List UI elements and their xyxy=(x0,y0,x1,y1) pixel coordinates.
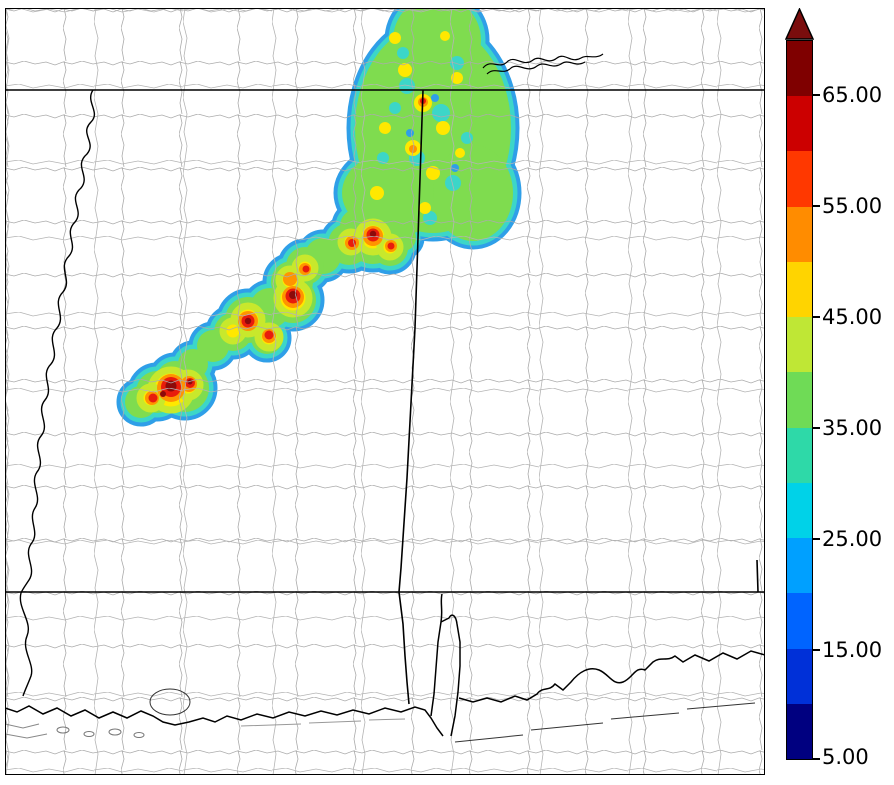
coastal-islands xyxy=(56,726,145,738)
colorbar-tick-label: 65.00 xyxy=(822,83,883,107)
colorbar-extend-arrow xyxy=(785,8,814,40)
state-boundaries xyxy=(5,89,765,705)
colorbar-segment xyxy=(787,261,812,318)
mississippi-river xyxy=(19,89,96,697)
colorbar-tick-label: 15.00 xyxy=(822,638,883,662)
colorbar-segment xyxy=(787,703,812,760)
colorbar-tick-mark xyxy=(813,94,820,96)
tennessee-river xyxy=(482,53,604,75)
colorbar-segment xyxy=(787,96,812,152)
colorbar-tick-mark xyxy=(813,316,820,318)
ms-al-border xyxy=(398,89,424,593)
map-frame xyxy=(5,8,765,775)
colorbar-tick-mark xyxy=(813,758,820,760)
gulf-coastline xyxy=(5,593,765,737)
barrier-islands-west xyxy=(240,718,406,727)
colorbar-segment xyxy=(787,317,812,373)
lake-outline xyxy=(149,688,191,716)
colorbar-tick-label: 45.00 xyxy=(822,305,883,329)
colorbar-segment xyxy=(787,482,812,539)
colorbar-tick-mark xyxy=(813,205,820,207)
water-features xyxy=(5,53,756,743)
colorbar-segments xyxy=(786,40,813,760)
colorbar-segment xyxy=(787,648,812,704)
barrier-islands-east xyxy=(454,702,756,743)
marsh-lines xyxy=(5,723,48,739)
colorbar-tick-label: 35.00 xyxy=(822,416,883,440)
al-fl-east-border xyxy=(756,559,759,593)
mobile-bay-west-shore xyxy=(430,593,443,717)
county-boundaries xyxy=(5,8,765,775)
colorbar-segment xyxy=(787,593,812,649)
mobile-bay-east-shore xyxy=(440,614,461,737)
colorbar-segment xyxy=(787,427,812,483)
colorbar-tick-mark xyxy=(813,649,820,651)
colorbar-tick-mark xyxy=(813,538,820,540)
colorbar-segment xyxy=(787,206,812,262)
colorbar-segment xyxy=(787,538,812,594)
map-canvas xyxy=(5,8,765,775)
colorbar-tick-label: 5.00 xyxy=(822,745,869,769)
colorbar-tick-label: 25.00 xyxy=(822,527,883,551)
ms-al-south-border xyxy=(398,591,410,705)
colorbar-segment xyxy=(787,372,812,428)
colorbar-segment xyxy=(787,151,812,207)
colorbar-tick-label: 55.00 xyxy=(822,194,883,218)
coastline-east xyxy=(458,650,765,703)
colorbar-segment xyxy=(787,41,812,97)
colorbar-tick-mark xyxy=(813,427,820,429)
